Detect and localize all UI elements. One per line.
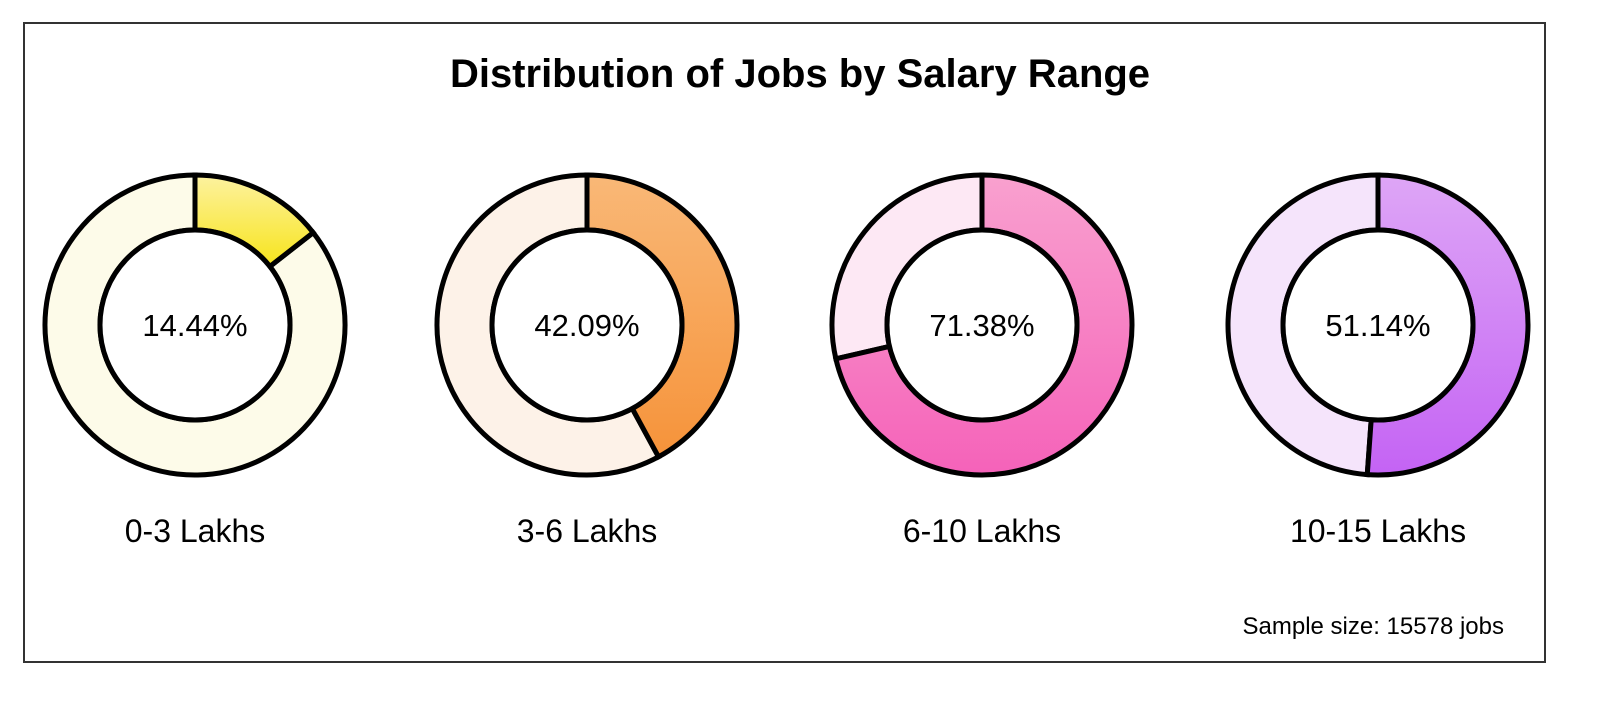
donut-4: 51.14% 10-15 Lakhs <box>1225 172 1531 549</box>
donut-3: 71.38% 6-10 Lakhs <box>829 172 1135 549</box>
donut-percent-label: 14.44% <box>142 308 247 343</box>
donut-percent-label: 51.14% <box>1325 308 1430 343</box>
donut-category-label: 0-3 Lakhs <box>125 513 266 549</box>
donut-hole <box>1280 227 1476 423</box>
donut-category-label: 10-15 Lakhs <box>1290 513 1466 549</box>
donut-category-label: 6-10 Lakhs <box>903 513 1061 549</box>
sample-size-note: Sample size: 15578 jobs <box>1242 613 1505 640</box>
donut-hole <box>97 227 293 423</box>
chart-title: Distribution of Jobs by Salary Range <box>449 52 1151 96</box>
donut-2: 42.09% 3-6 Lakhs <box>434 172 740 549</box>
donut-category-label: 3-6 Lakhs <box>517 513 658 549</box>
donut-1: 14.44% 0-3 Lakhs <box>42 172 348 549</box>
donut-percent-label: 71.38% <box>929 308 1034 343</box>
donut-hole <box>884 227 1080 423</box>
donut-hole <box>489 227 685 423</box>
donut-percent-label: 42.09% <box>534 308 639 343</box>
